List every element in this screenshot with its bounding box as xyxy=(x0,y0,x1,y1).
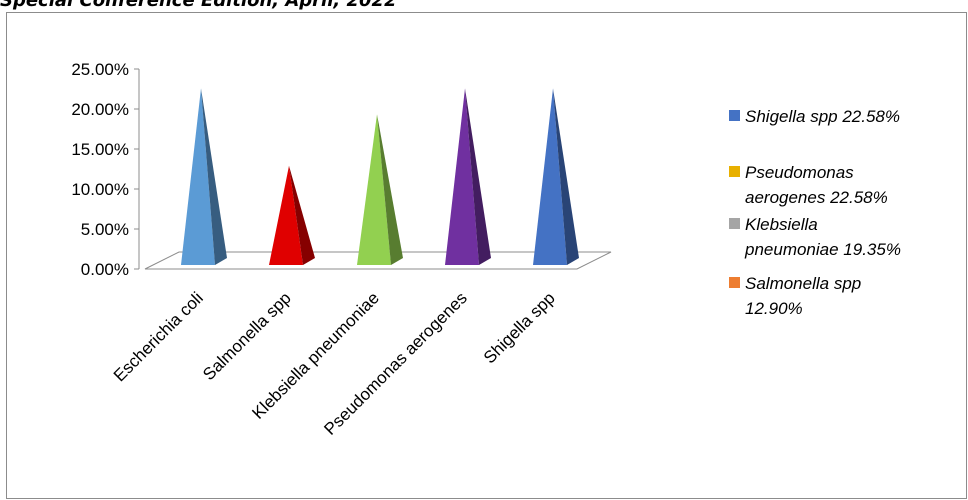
pyramid-chart: 0.00% 5.00% 10.00% 15.00% 20.00% 25.00% Esche… xyxy=(7,13,968,500)
legend-item: Salmonella spp 12.90% xyxy=(729,274,861,318)
legend-swatch xyxy=(729,110,740,121)
legend-swatch xyxy=(729,277,740,288)
y-tick-label: 0.00% xyxy=(81,260,129,279)
y-tick-label: 15.00% xyxy=(71,140,129,159)
legend-item: Pseudomonas aerogenes 22.58% xyxy=(729,163,888,207)
bar-pseudomonas-aerogenes xyxy=(445,88,491,265)
legend-label: Shigella spp 22.58% xyxy=(745,107,900,126)
legend-swatch xyxy=(729,166,740,177)
x-category-label: Shigella spp xyxy=(480,288,559,367)
legend-label: Pseudomonas aerogenes 22.58% xyxy=(745,163,888,207)
y-tick-label: 20.00% xyxy=(71,100,129,119)
chart-bars xyxy=(181,88,579,265)
legend-label: Salmonella spp 12.90% xyxy=(745,274,861,318)
page-header: Special Conference Edition, April, 2022 xyxy=(0,0,397,12)
y-axis: 0.00% 5.00% 10.00% 15.00% 20.00% 25.00% xyxy=(71,60,139,279)
y-tick-label: 5.00% xyxy=(81,220,129,239)
legend-swatch xyxy=(729,218,740,229)
x-category-label: Escherichia coli xyxy=(110,288,207,385)
legend-item: Klebsiella pneumoniae 19.35% xyxy=(729,215,901,259)
legend-item: Shigella spp 22.58% xyxy=(729,107,900,126)
y-tick-label: 10.00% xyxy=(71,180,129,199)
chart-legend: Shigella spp 22.58% Pseudomonas aerogenes … xyxy=(729,107,901,318)
legend-label: Klebsiella pneumoniae 19.35% xyxy=(744,215,901,259)
bar-klebsiella-pneumoniae xyxy=(357,114,403,265)
x-category-label: Pseudomonas aerogenes xyxy=(320,288,470,438)
bar-shigella-spp xyxy=(533,88,579,265)
chart-frame: 0.00% 5.00% 10.00% 15.00% 20.00% 25.00% Esche… xyxy=(6,12,967,499)
y-tick-label: 25.00% xyxy=(71,60,129,79)
bar-escherichia-coli xyxy=(181,88,227,265)
bar-salmonella-spp xyxy=(269,166,315,265)
x-category-label: Salmonella spp xyxy=(199,288,295,384)
